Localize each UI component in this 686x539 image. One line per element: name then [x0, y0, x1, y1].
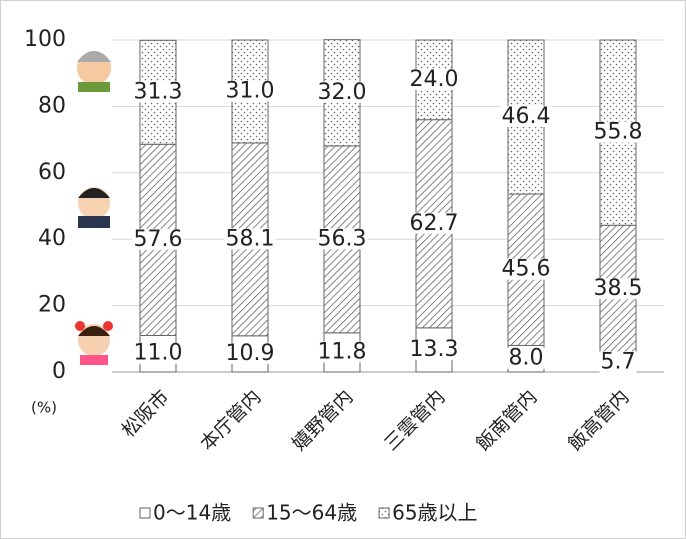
value-label-bg: [500, 106, 552, 128]
value-label-group: 56.3: [316, 226, 368, 251]
value-label-bg: [132, 228, 184, 250]
value-label-bg: [507, 347, 545, 369]
value-label-group: 10.9: [224, 341, 276, 366]
value-label-bg: [408, 68, 460, 90]
value-label: 57.6: [134, 227, 183, 252]
value-label-bg: [224, 80, 276, 102]
value-label: 11.0: [134, 341, 183, 366]
icon-child: [75, 321, 113, 365]
value-label: 58.1: [226, 226, 275, 251]
value-label: 24.0: [410, 67, 459, 92]
value-label-bg: [316, 228, 368, 250]
value-label-bg: [592, 278, 644, 300]
value-label-bg: [500, 258, 552, 280]
legend-label: 15～64歳: [266, 501, 357, 525]
value-label-bg: [132, 342, 184, 364]
value-label: 46.4: [502, 104, 551, 129]
value-label: 56.3: [318, 226, 367, 251]
value-label-group: 8.0: [507, 346, 545, 371]
value-label-group: 31.3: [132, 79, 184, 104]
value-label: 55.8: [594, 120, 643, 145]
y-tick-label: 100: [24, 27, 66, 52]
value-label-bg: [316, 81, 368, 103]
legend-swatch: [139, 507, 151, 519]
y-tick-label: 0: [52, 359, 66, 384]
value-label-group: 31.0: [224, 78, 276, 103]
value-label-group: 5.7: [599, 350, 637, 375]
legend-swatch: [252, 507, 264, 519]
y-tick-label: 80: [38, 93, 66, 118]
value-label-group: 24.0: [408, 67, 460, 92]
value-label-group: 45.6: [500, 257, 552, 282]
value-label-bg: [224, 228, 276, 250]
legend-label: 65歳以上: [392, 501, 477, 525]
value-label: 10.9: [226, 341, 275, 366]
y-tick-label: 60: [38, 160, 66, 185]
value-label: 45.6: [502, 257, 551, 282]
value-label: 11.8: [318, 339, 367, 364]
value-label-bg: [224, 342, 276, 364]
value-label: 5.7: [601, 350, 636, 375]
value-label-bg: [408, 212, 460, 234]
y-tick-label: 20: [38, 293, 66, 318]
legend-swatch: [378, 507, 390, 519]
value-label-bg: [316, 341, 368, 363]
y-unit: (%): [31, 399, 57, 417]
value-label-group: 38.5: [592, 276, 644, 301]
value-label-bg: [132, 81, 184, 103]
value-label: 32.0: [318, 80, 367, 105]
value-label-group: 11.8: [316, 339, 368, 364]
value-label-group: 13.3: [408, 337, 460, 362]
value-label-group: 46.4: [500, 104, 552, 129]
icon-elder: [77, 51, 111, 92]
value-label-group: 55.8: [592, 120, 644, 145]
value-label-bg: [599, 351, 637, 373]
value-label: 31.3: [134, 79, 183, 104]
value-label-group: 58.1: [224, 226, 276, 251]
value-label: 8.0: [509, 346, 544, 371]
value-label-group: 32.0: [316, 80, 368, 105]
legend-label: 0～14歳: [153, 501, 231, 525]
value-label: 62.7: [410, 211, 459, 236]
value-label-group: 57.6: [132, 227, 184, 252]
value-label-group: 11.0: [132, 341, 184, 366]
value-label-group: 62.7: [408, 211, 460, 236]
value-label: 13.3: [410, 337, 459, 362]
y-tick-label: 40: [38, 226, 66, 251]
value-label-bg: [592, 121, 644, 143]
value-label-bg: [408, 338, 460, 360]
value-label: 31.0: [226, 78, 275, 103]
value-label: 38.5: [594, 276, 643, 301]
icon-adult: [78, 187, 110, 228]
